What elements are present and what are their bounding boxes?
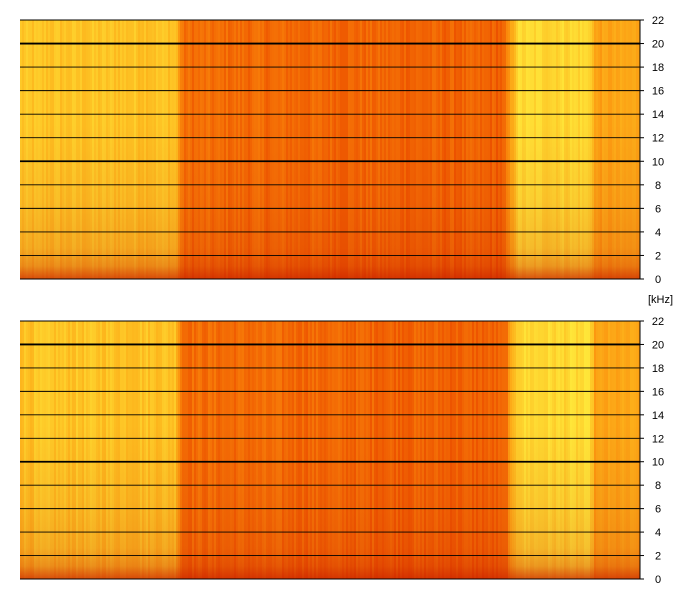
y-tick-label-4: 4: [655, 527, 661, 539]
y-tick-label-6: 6: [655, 504, 661, 516]
y-tick-label-4: 4: [655, 227, 661, 239]
spectrogram-panel-1: 0 2 4 6 8 10 12 14 16 18 20 22: [20, 15, 664, 286]
low-frequency-shading: [20, 321, 640, 579]
y-tick-label-8: 8: [655, 480, 661, 492]
y-tick-label-22: 22: [652, 15, 664, 27]
frequency-unit-label: [kHz]: [648, 294, 673, 306]
y-tick-label-22: 22: [652, 316, 664, 328]
y-tick-label-14: 14: [652, 109, 664, 121]
y-tick-label-10: 10: [652, 156, 664, 168]
y-tick-label-6: 6: [655, 203, 661, 215]
y-tick-label-18: 18: [652, 363, 664, 375]
spectrogram-panel-2: 0 2 4 6 8 10 12 14 16 18 20 22: [20, 316, 664, 586]
y-tick-label-8: 8: [655, 180, 661, 192]
y-tick-label-16: 16: [652, 386, 664, 398]
y-tick-label-20: 20: [652, 39, 664, 51]
y-tick-label-12: 12: [652, 133, 664, 145]
low-frequency-shading: [20, 20, 640, 279]
y-tick-label-0: 0: [655, 274, 661, 286]
y-tick-label-18: 18: [652, 62, 664, 74]
y-tick-label-20: 20: [652, 339, 664, 351]
y-tick-label-16: 16: [652, 86, 664, 98]
y-tick-label-10: 10: [652, 457, 664, 469]
y-tick-label-2: 2: [655, 551, 661, 563]
y-tick-label-14: 14: [652, 410, 664, 422]
y-tick-label-0: 0: [655, 574, 661, 586]
y-tick-label-2: 2: [655, 250, 661, 262]
y-tick-label-12: 12: [652, 433, 664, 445]
